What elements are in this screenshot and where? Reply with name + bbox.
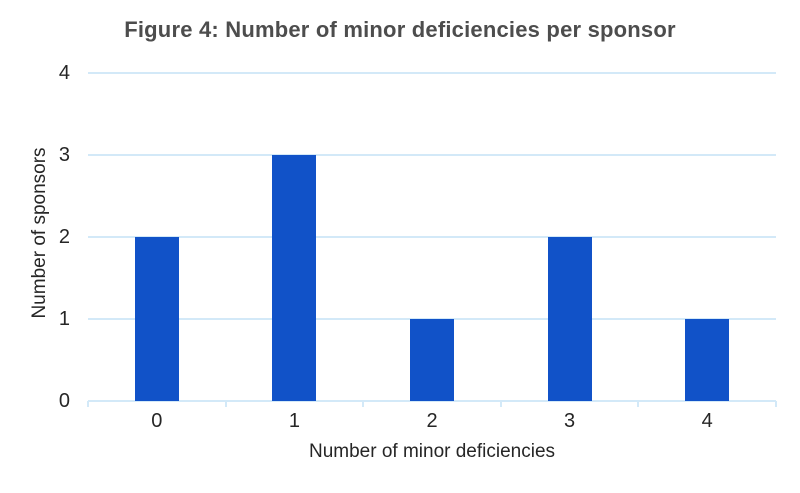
chart-title: Figure 4: Number of minor deficiencies p…	[124, 17, 676, 42]
x-tick-label: 0	[151, 410, 163, 432]
bar-category-1	[272, 155, 317, 401]
y-tick-label: 2	[58, 226, 70, 248]
axis-boundary-tick	[362, 401, 365, 407]
x-tick-label: 2	[426, 410, 438, 432]
y-tick-label: 0	[58, 390, 70, 412]
y-tick-label: 3	[58, 144, 70, 166]
bar-category-0	[134, 237, 179, 401]
bar-category-2	[410, 319, 454, 401]
bar-category-4	[685, 319, 730, 401]
x-tick-label: 4	[701, 410, 713, 432]
axis-boundary-tick	[499, 401, 502, 407]
gridline-y-3	[88, 154, 776, 156]
x-axis-title: Number of minor deficiencies	[308, 441, 556, 462]
axis-boundary-tick	[224, 401, 227, 407]
bar-category-3	[547, 237, 592, 401]
x-tick-label: 3	[564, 410, 576, 432]
y-tick-label: 1	[58, 308, 70, 330]
y-tick-label: 4	[58, 62, 70, 84]
plot-area	[87, 72, 777, 407]
gridline-y-4	[88, 72, 776, 74]
gridline-y-0	[88, 400, 776, 402]
axis-boundary-tick	[637, 401, 640, 407]
x-tick-label: 1	[288, 410, 300, 432]
axis-boundary-tick	[775, 401, 777, 407]
gridline-y-2	[88, 236, 776, 238]
axis-boundary-tick	[87, 401, 89, 407]
